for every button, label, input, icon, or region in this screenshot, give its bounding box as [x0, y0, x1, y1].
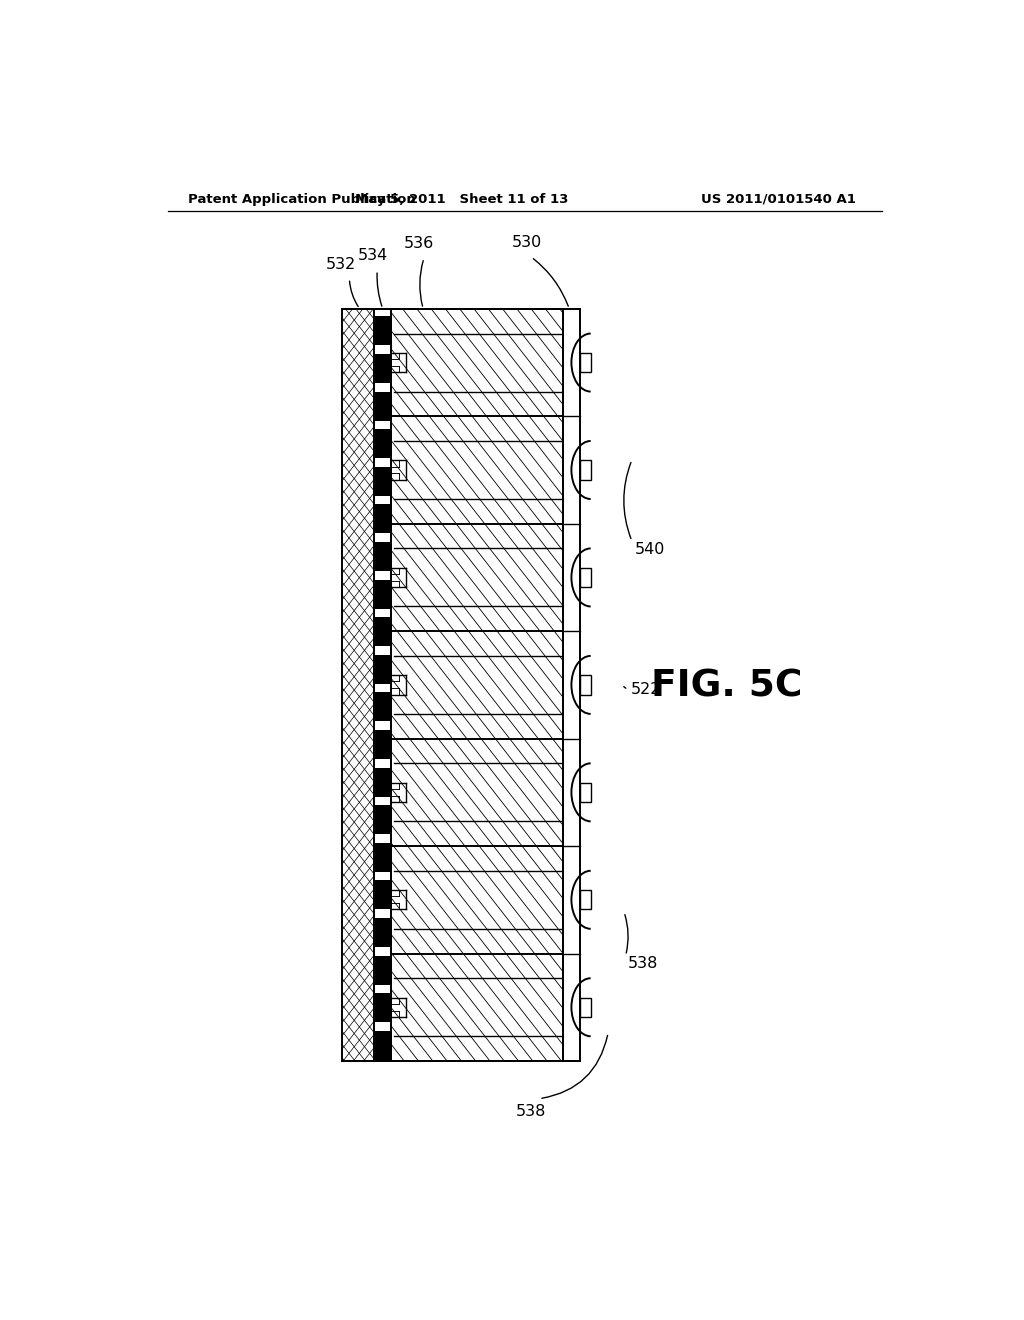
Bar [563, 309, 581, 1061]
Text: 530: 530 [512, 235, 543, 249]
Bar [581, 676, 591, 694]
Bar [375, 543, 391, 572]
Text: FIG. 5C: FIG. 5C [651, 669, 803, 705]
Bar [375, 1031, 391, 1060]
Text: US 2011/0101540 A1: US 2011/0101540 A1 [701, 193, 856, 206]
Bar [375, 917, 391, 946]
Bar [375, 579, 391, 609]
Bar [375, 768, 391, 797]
Text: 540: 540 [634, 541, 665, 557]
Bar [342, 309, 374, 1061]
Bar [374, 309, 391, 1061]
Bar [375, 843, 391, 871]
Bar [375, 429, 391, 458]
Text: May 5, 2011   Sheet 11 of 13: May 5, 2011 Sheet 11 of 13 [354, 193, 568, 206]
Bar [375, 618, 391, 647]
Bar [375, 956, 391, 985]
Bar [375, 805, 391, 834]
Text: 534: 534 [357, 248, 387, 263]
Bar [375, 655, 391, 684]
Text: Patent Application Publication: Patent Application Publication [188, 193, 416, 206]
Text: 522: 522 [631, 682, 660, 697]
Bar [375, 730, 391, 759]
Bar [375, 693, 391, 722]
Bar [581, 352, 591, 372]
Text: 538: 538 [516, 1104, 547, 1119]
Bar [581, 461, 591, 479]
Text: 536: 536 [404, 236, 434, 251]
Bar [581, 998, 591, 1016]
Bar [581, 783, 591, 803]
Bar [581, 568, 591, 587]
Bar [375, 392, 391, 421]
Bar [375, 993, 391, 1022]
Bar [375, 504, 391, 533]
Bar [375, 354, 391, 383]
Text: 538: 538 [628, 956, 658, 972]
Bar [375, 467, 391, 496]
Bar [581, 890, 591, 909]
Bar [375, 317, 391, 346]
Bar [375, 880, 391, 909]
Bar [391, 309, 563, 1061]
Text: 532: 532 [326, 257, 355, 272]
